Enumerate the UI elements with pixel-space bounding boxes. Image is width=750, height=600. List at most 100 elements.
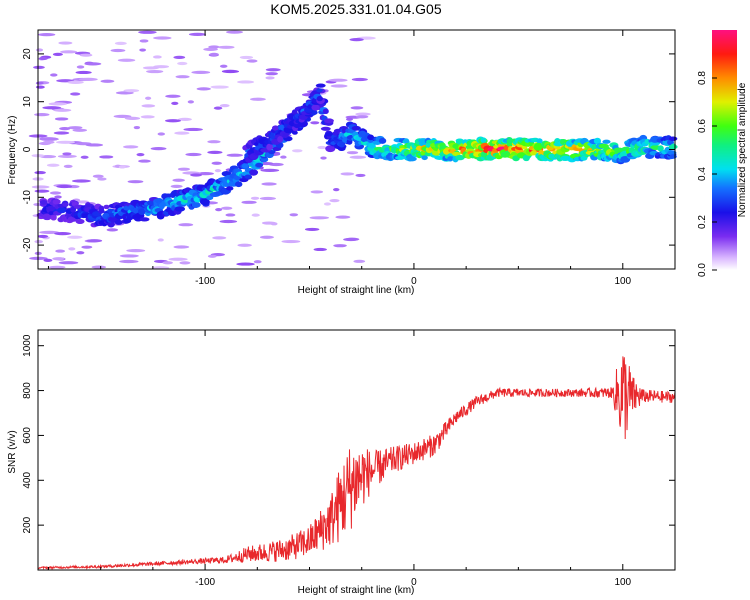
spectrogram-noise-cell bbox=[99, 155, 114, 159]
spectrogram-noise-cell bbox=[38, 56, 48, 61]
spectrogram-noise-cell bbox=[207, 140, 221, 144]
spectrogram-noise-cell bbox=[68, 247, 76, 251]
spectrogram-ridge-cell bbox=[338, 140, 346, 148]
snr-y-tick-label: 1000 bbox=[22, 334, 33, 357]
spectrogram-ridge-cell bbox=[316, 88, 323, 93]
spectrogram-noise-cell bbox=[313, 247, 327, 252]
spectrogram-noise-cell bbox=[54, 195, 62, 199]
spectrogram-noise-cell bbox=[190, 173, 203, 177]
spectrogram-noise-cell bbox=[139, 48, 147, 52]
colorbar-tick-label: 0.8 bbox=[697, 71, 708, 85]
spectrogram-noise-cell bbox=[136, 152, 145, 157]
spectrogram-noise-cell bbox=[70, 92, 81, 96]
spectrogram-noise-cell bbox=[57, 154, 77, 159]
spectrogram-noise-cell bbox=[76, 65, 85, 69]
spectrogram-noise-cell bbox=[165, 94, 181, 98]
spectrogram-noise-cell bbox=[270, 222, 278, 226]
spectrogram-noise-cell bbox=[289, 213, 299, 217]
spectrogram-ridge-cell bbox=[593, 137, 602, 145]
spectrogram-ridge-cell bbox=[657, 145, 664, 152]
spectrogram-noise-cell bbox=[123, 89, 140, 93]
spectrogram-noise-cell bbox=[355, 112, 371, 116]
spectrogram-frame bbox=[37, 29, 676, 270]
spectrogram-noise-cell bbox=[84, 62, 102, 66]
spectrogram-noise-cell bbox=[54, 232, 72, 236]
snr-y-tick-label: 800 bbox=[22, 382, 33, 399]
spectrogram-noise-cell bbox=[172, 178, 185, 182]
spectrogram-noise-cell bbox=[53, 131, 70, 135]
spectrogram-noise-cell bbox=[114, 41, 127, 45]
chart-title: KOM5.2025.331.01.04.G05 bbox=[270, 1, 441, 17]
spectrogram-ridge-cell bbox=[311, 104, 320, 111]
spectrogram-noise-cell bbox=[152, 55, 162, 59]
spectrogram-ridge-cell bbox=[199, 198, 210, 206]
spectrogram-ridge-cell bbox=[368, 143, 376, 149]
spectrogram-ridge-cell bbox=[283, 127, 294, 134]
spectrogram-noise-cell bbox=[46, 163, 60, 167]
spectrogram-noise-cell bbox=[140, 115, 155, 119]
spectrogram-noise-cell bbox=[170, 184, 183, 188]
spectrogram-ridge-cell bbox=[255, 162, 264, 168]
spectrogram-noise-cell bbox=[78, 77, 98, 81]
colorbar-tick-label: 0.4 bbox=[697, 167, 708, 181]
spectrogram-noise-cell bbox=[280, 155, 287, 159]
spectrogram-noise-cell bbox=[217, 45, 235, 49]
spectrogram-noise-cell bbox=[309, 216, 330, 220]
spectrogram-ridge-cell bbox=[42, 213, 52, 221]
spectrogram-noise-cell bbox=[52, 257, 65, 261]
spectrogram-noise-cell bbox=[68, 126, 83, 130]
spectrogram-noise-cell bbox=[80, 155, 89, 159]
spectrogram-noise-cell bbox=[207, 254, 217, 258]
spectrogram-ridge-cell bbox=[103, 204, 110, 210]
spectrogram-noise-cell bbox=[196, 87, 211, 91]
spectrogram-noise-cell bbox=[39, 230, 60, 234]
spectrogram-noise-cell bbox=[239, 55, 254, 60]
spectrogram-noise-cell bbox=[259, 235, 274, 239]
spectrogram-noise-cell bbox=[328, 78, 348, 82]
spectrogram-noise-cell bbox=[63, 164, 73, 168]
colorbar-tick-label: 0.0 bbox=[697, 263, 708, 277]
spectrogram-noise-cell bbox=[214, 169, 222, 173]
spectrogram-noise-cell bbox=[178, 117, 192, 121]
spectrogram-noise-cell bbox=[72, 128, 88, 132]
snr-series bbox=[38, 356, 675, 570]
spectrogram-noise-cell bbox=[157, 238, 164, 242]
spectrogram-ridge-cell bbox=[351, 125, 361, 131]
spectrogram-noise-cell bbox=[173, 245, 190, 249]
spectrogram-ridge-cell bbox=[114, 219, 123, 225]
spectrogram-noise-cell bbox=[162, 261, 173, 265]
spectrogram-noise-cell bbox=[350, 106, 364, 110]
spectrogram-x-axis-label: Height of straight line (km) bbox=[298, 285, 415, 296]
spectrogram-ridge-cell bbox=[234, 181, 243, 188]
snr-panel: -100 0 100 200 400 600 800 1000 Height of strai… bbox=[7, 329, 676, 596]
snr-y-tick-label: 600 bbox=[22, 427, 33, 444]
spectrogram-noise-cell bbox=[219, 64, 228, 68]
spectrogram-ridge-cell bbox=[452, 151, 461, 156]
spectrogram-noise-cell bbox=[323, 202, 331, 206]
spectrogram-ridge-cell bbox=[316, 95, 323, 102]
spectrogram-noise-cell bbox=[221, 206, 233, 210]
spectrogram-noise-cell bbox=[67, 80, 84, 84]
snr-line bbox=[38, 356, 675, 570]
spectrogram-ridge-cell bbox=[39, 200, 48, 205]
spectrogram-ridge-cell bbox=[480, 137, 487, 143]
spectrogram-noise-cell bbox=[37, 234, 49, 239]
spectrogram-noise-cell bbox=[54, 117, 69, 121]
spectrogram-noise-cell bbox=[53, 108, 72, 112]
spectrogram-noise-cell bbox=[49, 191, 62, 195]
spectrogram-noise-cell bbox=[221, 69, 240, 74]
spectrogram-noise-cell bbox=[353, 259, 366, 263]
spectrogram-noise-cell bbox=[191, 70, 211, 74]
spectrogram-noise-cell bbox=[146, 69, 164, 74]
spectrogram-noise-cell bbox=[210, 85, 229, 89]
spectrogram-noise-cell bbox=[97, 177, 107, 181]
snr-ticks: -100 0 100 200 400 600 800 1000 bbox=[22, 330, 676, 588]
spectrogram-noise-cell bbox=[183, 127, 203, 132]
spectrogram-noise-cell bbox=[346, 117, 353, 121]
spectrogram-ridge-cell bbox=[291, 109, 298, 115]
spectrogram-noise-cell bbox=[349, 38, 364, 42]
snr-y-axis-label: SNR (v/v) bbox=[7, 430, 18, 473]
spectrogram-noise-cell bbox=[237, 80, 255, 84]
spectrogram-noise-cell bbox=[85, 143, 104, 147]
